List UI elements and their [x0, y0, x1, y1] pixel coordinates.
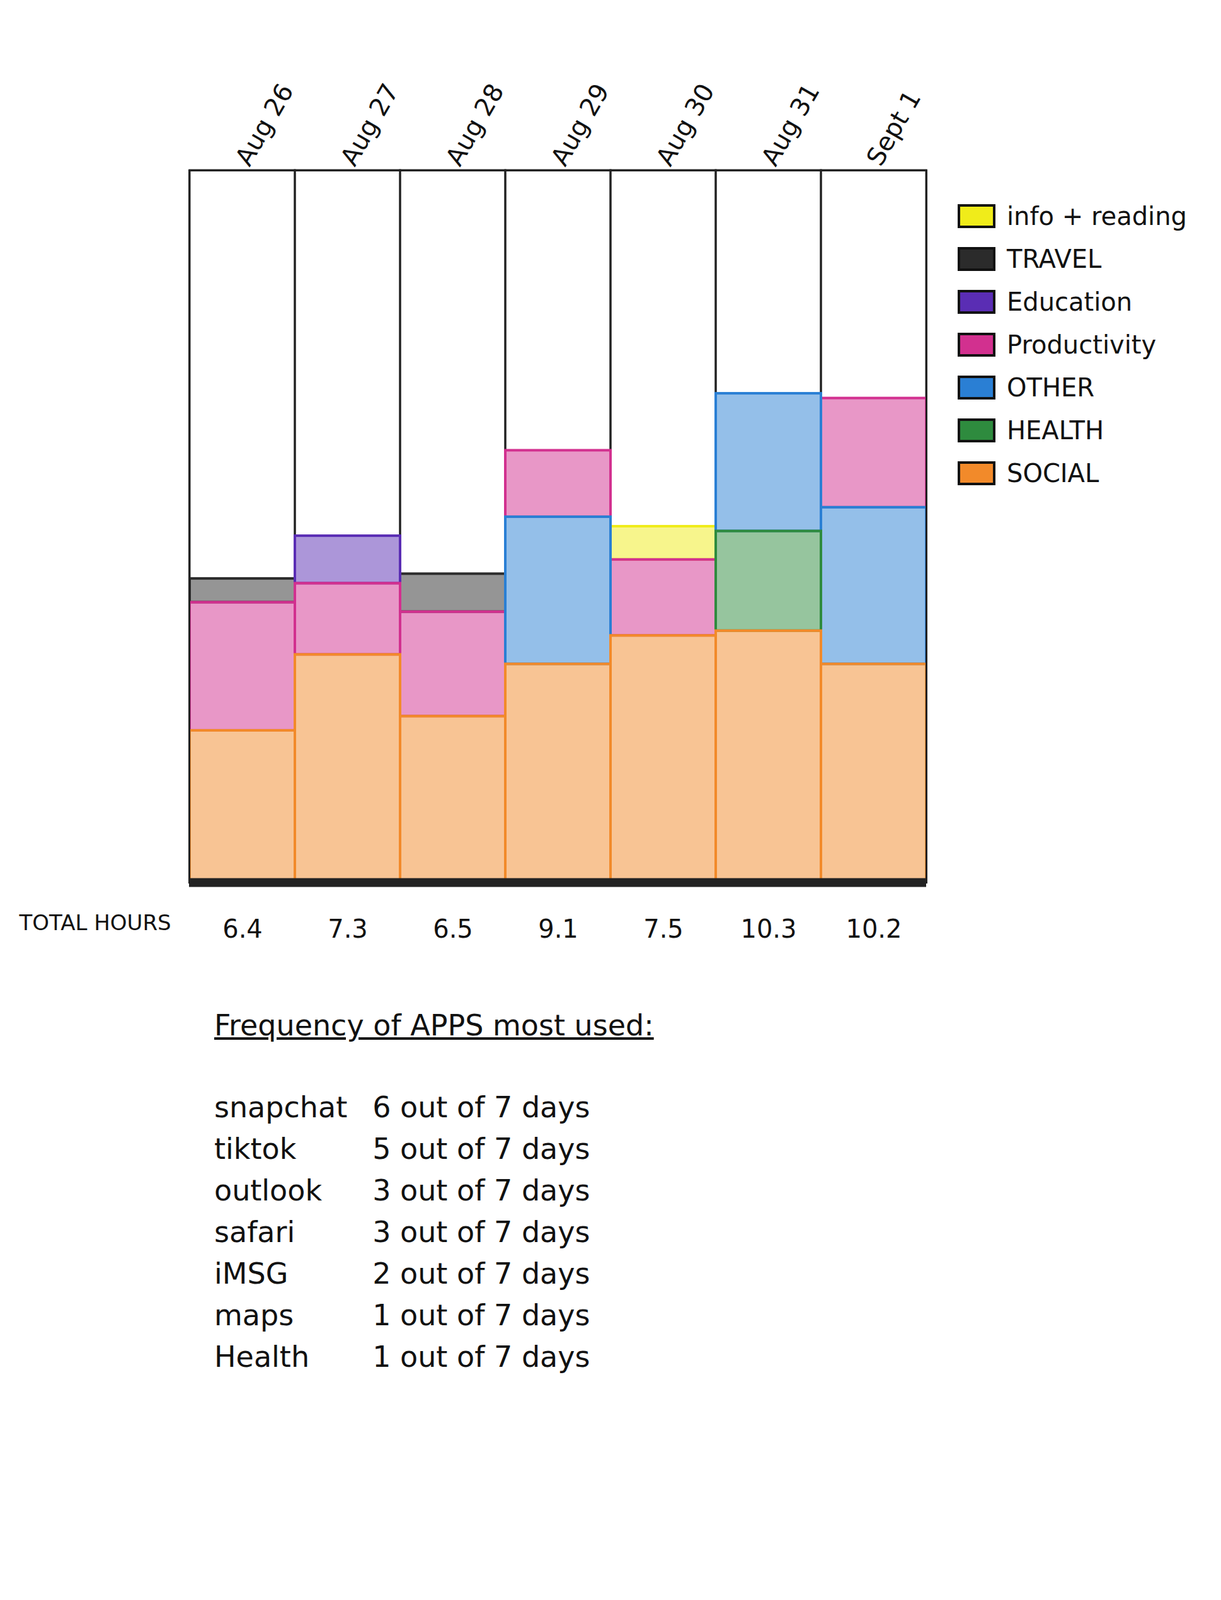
svg-text:Aug 27: Aug 27	[334, 78, 405, 171]
html-text:3 out of 7 days: 3 out of 7 days	[372, 1173, 591, 1208]
html-text:Health: Health	[214, 1339, 310, 1374]
svg-text:10.3: 10.3	[740, 914, 797, 944]
html-text:HEALTH: HEALTH	[1006, 415, 1104, 445]
html-text:TRAVEL: TRAVEL	[1006, 244, 1102, 274]
html-text:Education: Education	[1006, 287, 1133, 317]
svg-text:Aug 26: Aug 26	[229, 78, 300, 171]
html-text:iMSG: iMSG	[214, 1256, 289, 1291]
svg-text:7.5: 7.5	[643, 914, 684, 944]
html-text:OTHER: OTHER	[1006, 372, 1095, 402]
html-text:3 out of 7 days: 3 out of 7 days	[372, 1214, 591, 1249]
svg-text:Aug 29: Aug 29	[544, 78, 615, 171]
svg-text:6.4: 6.4	[222, 914, 263, 944]
html-text:6 out of 7 days: 6 out of 7 days	[372, 1089, 591, 1124]
svg-text:TOTAL HOURS: TOTAL HOURS	[18, 909, 172, 935]
html-text:snapchat: snapchat	[214, 1089, 348, 1124]
html-text:Frequency of APPS most used:: Frequency of APPS most used:	[214, 1008, 654, 1043]
html-text:outlook: outlook	[214, 1173, 322, 1208]
svg-text:6.5: 6.5	[432, 914, 474, 944]
svg-text:Aug 30: Aug 30	[650, 78, 721, 171]
html-text:2 out of 7 days: 2 out of 7 days	[372, 1256, 591, 1291]
svg-text:9.1: 9.1	[538, 914, 579, 944]
html-text:Productivity: Productivity	[1006, 330, 1157, 360]
html-text:5 out of 7 days: 5 out of 7 days	[372, 1131, 591, 1166]
svg-text:Sept 1: Sept 1	[860, 85, 927, 171]
html-text:maps: maps	[214, 1297, 294, 1332]
svg-text:7.3: 7.3	[327, 914, 368, 944]
svg-text:10.2: 10.2	[845, 914, 902, 944]
html-text:1 out of 7 days: 1 out of 7 days	[372, 1297, 591, 1332]
html-text:1 out of 7 days: 1 out of 7 days	[372, 1339, 591, 1374]
html-text:safari: safari	[214, 1214, 295, 1249]
svg-text:Aug 28: Aug 28	[439, 78, 510, 171]
html-text:SOCIAL: SOCIAL	[1006, 458, 1099, 488]
svg-text:Aug 31: Aug 31	[755, 78, 826, 171]
html-text:info + reading: info + reading	[1006, 201, 1187, 231]
html-text:tiktok: tiktok	[214, 1131, 297, 1166]
